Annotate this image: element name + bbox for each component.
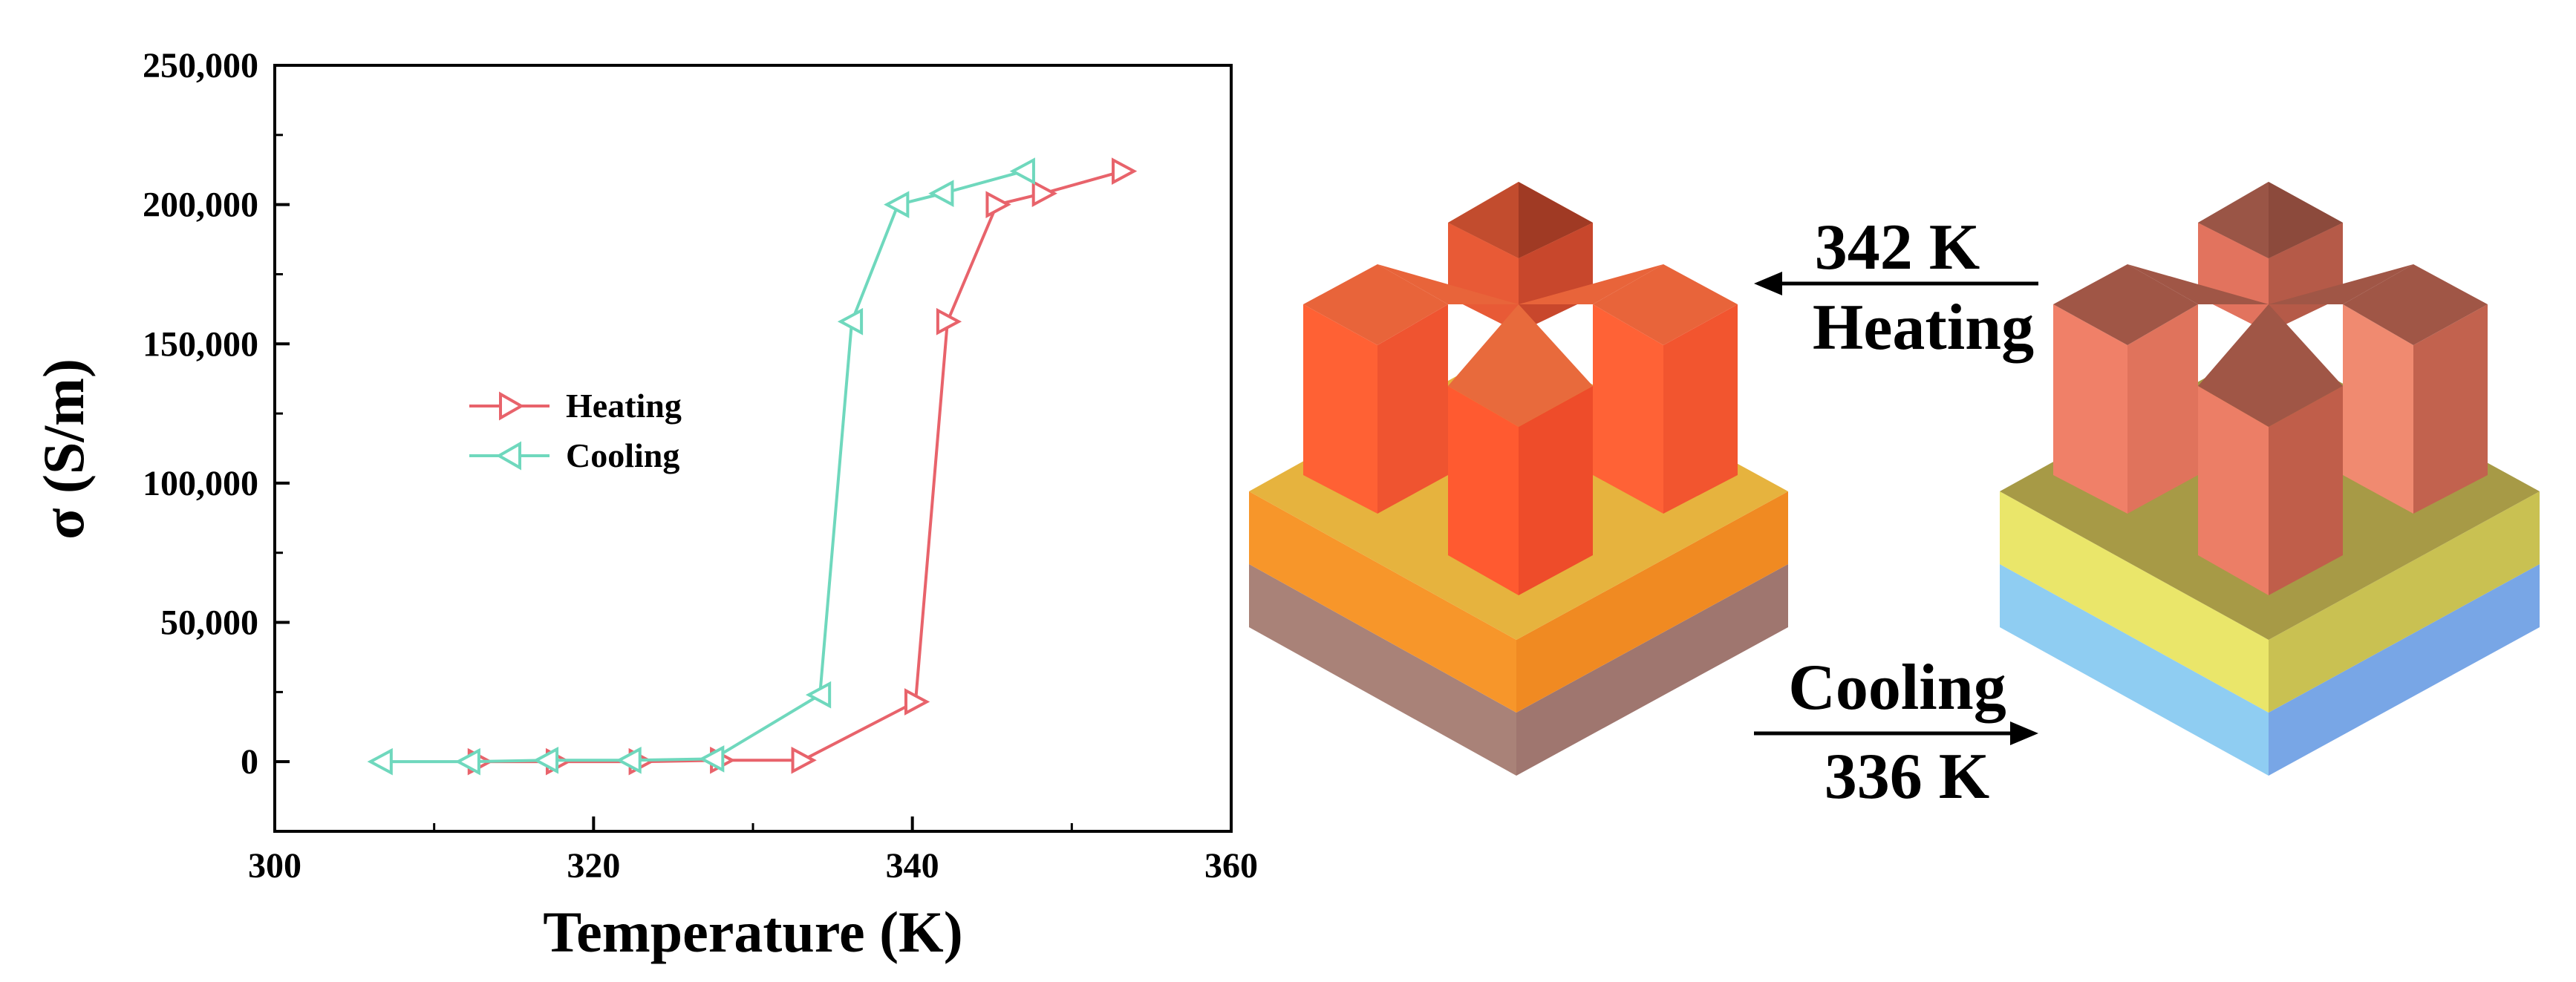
legend-cooling-marker bbox=[495, 441, 521, 471]
right-pillars bbox=[2053, 182, 2488, 595]
heating-data-point bbox=[985, 191, 1011, 218]
heating-arrow: 342 K Heating bbox=[1754, 212, 2038, 364]
legend: Heating Cooling bbox=[469, 387, 682, 474]
cooling-data-point bbox=[367, 747, 393, 776]
x-tick-label: 320 bbox=[567, 846, 620, 886]
legend-heating-label: Heating bbox=[566, 387, 682, 425]
cooling-data-point bbox=[837, 307, 864, 335]
y-tick-label: 100,000 bbox=[143, 464, 258, 503]
y-axis: 0 50,000 100,000 150,000 200,000 250,000 bbox=[143, 46, 290, 782]
x-tick-label: 300 bbox=[248, 846, 301, 886]
heating-data-point bbox=[1031, 180, 1057, 207]
x-axis: 300 320 340 360 bbox=[248, 816, 1258, 886]
series-layer bbox=[367, 157, 1138, 776]
heating-temperature-label: 342 K bbox=[1815, 212, 1980, 284]
legend-item-heating: Heating bbox=[469, 387, 682, 425]
legend-heating-marker bbox=[499, 391, 525, 421]
y-tick-label: 250,000 bbox=[143, 46, 258, 85]
cooling-label: Cooling bbox=[1788, 652, 2006, 724]
cooling-arrow-head bbox=[2010, 721, 2038, 745]
heating-label: Heating bbox=[1813, 292, 2034, 364]
cooling-data-point bbox=[699, 745, 725, 773]
cooling-temperature-label: 336 K bbox=[1825, 741, 1989, 813]
cooling-arrow: Cooling 336 K bbox=[1754, 652, 2038, 813]
x-axis-title: Temperature (K) bbox=[543, 900, 962, 964]
heating-data-point bbox=[904, 688, 930, 716]
metallic-state-block bbox=[1249, 182, 1788, 776]
transition-diagram: 342 K Heating Cooling 336 K bbox=[1249, 182, 2540, 813]
cooling-data-point bbox=[616, 746, 642, 774]
y-tick-label: 200,000 bbox=[143, 186, 258, 225]
heating-data-point bbox=[791, 746, 817, 774]
left-pillars bbox=[1303, 182, 1738, 595]
cooling-series-line bbox=[381, 169, 1025, 764]
legend-cooling-label: Cooling bbox=[566, 436, 679, 474]
cooling-data-point bbox=[532, 746, 559, 774]
heating-data-point bbox=[1112, 157, 1138, 185]
insulating-state-block bbox=[2000, 182, 2540, 776]
cooling-data-point bbox=[928, 180, 954, 207]
x-tick-label: 340 bbox=[886, 846, 939, 886]
cooling-data-point bbox=[884, 191, 910, 218]
y-tick-label: 50,000 bbox=[160, 603, 258, 643]
cooling-data-point bbox=[1009, 157, 1035, 185]
heating-data-point bbox=[936, 307, 962, 335]
y-axis-title: σ (S/m) bbox=[31, 359, 96, 540]
y-tick-label: 150,000 bbox=[143, 324, 258, 364]
cooling-data-point bbox=[805, 681, 832, 709]
legend-item-cooling: Cooling bbox=[469, 436, 679, 474]
y-tick-label: 0 bbox=[241, 742, 258, 782]
cooling-data-point bbox=[454, 747, 480, 776]
x-tick-label: 360 bbox=[1204, 846, 1258, 886]
heating-arrow-head bbox=[1754, 272, 1782, 295]
